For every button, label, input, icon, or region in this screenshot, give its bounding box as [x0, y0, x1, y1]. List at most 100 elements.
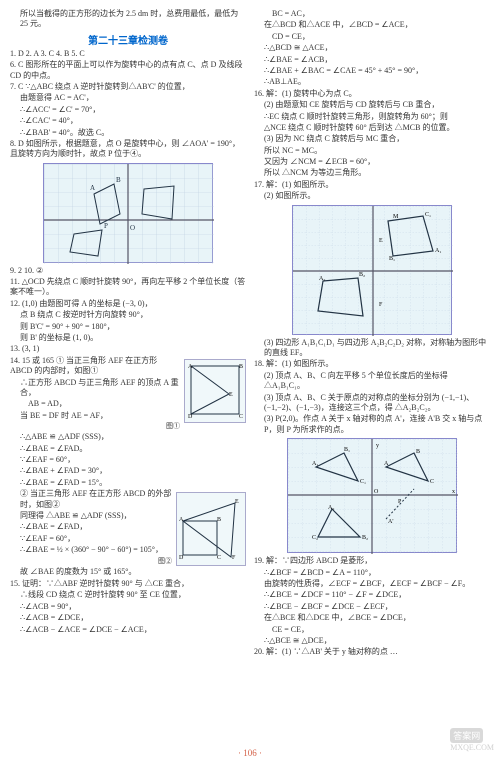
- svg-text:A₂: A₂: [328, 505, 334, 511]
- r15-line1: BC = AC，: [254, 9, 490, 19]
- svg-text:B: B: [239, 364, 243, 370]
- grid-svg-3: A B C A₁ B₁ C₁ A₂ B₂ C₂ P A' O x y: [288, 439, 458, 554]
- q8-text: 8. D 如图所示，根据题意，点 O 是旋转中心，则 ∠AOA' = 190°，…: [10, 139, 246, 160]
- q14-line15: 故 ∠BAE 的度数为 15° 或 165°。: [10, 567, 246, 577]
- q12-line1: 12. (1,0) 由题图可得 A 的坐标是 (−3, 0)，: [10, 299, 246, 309]
- q14-line9: ∴∠BAE = ∠FAD = 15°。: [10, 478, 246, 488]
- q18-line3: (3) 顶点 A、B、C 关于原点的对称点的坐标分别为 (−1,−1)、(−1,…: [254, 393, 490, 414]
- q1-answers: 1. D 2. A 3. C 4. B 5. C: [10, 49, 246, 59]
- q19-line3: 由旋转的性质得，∠ECF = ∠BCF，∠ECF = ∠BCF − ∠F。: [254, 579, 490, 589]
- q19-line7: CE = CE，: [254, 625, 490, 635]
- svg-text:C: C: [430, 479, 434, 485]
- fig2-svg: A B E F C D: [177, 493, 247, 567]
- q19-line4: ∴∠BCE = ∠DCF = 110° − ∠F = ∠DCE，: [254, 590, 490, 600]
- q17-line3: (3) 四边形 A₁B₁C₁D₁ 与四边形 A₂B₂C₂D₂ 对称，对称轴为图形…: [254, 338, 490, 359]
- q16-line1: 16. 解：(1) 旋转中心为点 C。: [254, 89, 490, 99]
- q7-line1: 7. C ∵△ABC 绕点 A 逆时针旋转到△AB'C' 的位置，: [10, 82, 246, 92]
- svg-text:D: D: [179, 555, 184, 561]
- q12-line3: 则 B'C' = 90° + 90° = 180°，: [10, 322, 246, 332]
- page-number: · 106 ·: [0, 748, 500, 758]
- q15-line2: ∴线段 CD 绕点 C 逆时针旋转 90° 至 CE 位置，: [10, 590, 246, 600]
- r15-line5: ∴∠BAE = ∠ACB，: [254, 55, 490, 65]
- grid-svg-1: O A B P: [44, 164, 214, 264]
- svg-text:B: B: [116, 176, 121, 184]
- q7-line3: ∴∠ACC' = ∠C' = 70°，: [10, 105, 246, 115]
- q12-line4: 则 B' 的坐标是 (1, 0)。: [10, 333, 246, 343]
- grid-diagram-q17: M C₁ A₁ B₁ A₂ B₂ E F: [292, 205, 452, 335]
- svg-text:B: B: [217, 517, 221, 523]
- svg-text:C₁: C₁: [360, 479, 366, 485]
- svg-text:C: C: [217, 555, 221, 561]
- q7-line2: 由题意得 AC = AC'，: [10, 93, 246, 103]
- q14-line6: ∴∠BAE = ∠FAD。: [10, 444, 246, 454]
- q17-line2: (2) 如图所示。: [254, 191, 490, 201]
- svg-text:C₁: C₁: [425, 212, 431, 218]
- watermark-top: 答案网: [450, 728, 483, 743]
- svg-text:E: E: [235, 499, 239, 505]
- svg-text:A: A: [188, 364, 193, 370]
- svg-text:A₂: A₂: [319, 276, 325, 282]
- main-columns: 所以当截得的正方形的边长为 2.5 dm 时，总费用最低，最低为 25 元。 第…: [10, 8, 490, 659]
- q13-text: 13. (3, 1): [10, 344, 246, 354]
- grid-diagram-q8: O A B P: [43, 163, 213, 263]
- q18-line2: (2) 顶点 A、B、C 向左平移 5 个单位长度后的坐标得 △A₁B₁C₁。: [254, 371, 490, 392]
- q19-line1: 19. 解：∵四边形 ABCD 是菱形，: [254, 556, 490, 566]
- q15-line4: ∴∠ACB = ∠DCE，: [10, 613, 246, 623]
- q19-line6: 在△BCE 和△DCE 中，∠BCE = ∠DCE，: [254, 613, 490, 623]
- q19-line8: ∴△BCE ≅ △DCE，: [254, 636, 490, 646]
- svg-text:A₁: A₁: [435, 248, 441, 254]
- svg-text:y: y: [376, 443, 379, 449]
- svg-text:A: A: [179, 517, 184, 523]
- r15-line2: 在△BCD 和△ACE 中，∠BCD = ∠ACE，: [254, 20, 490, 30]
- svg-text:O: O: [130, 224, 135, 232]
- r15-line6: ∴∠BAE + ∠BAC = ∠CAE = 45° + 45° = 90°，: [254, 66, 490, 76]
- grid-svg-2: M C₁ A₁ B₁ A₂ B₂ E F: [293, 206, 453, 336]
- svg-text:A₁: A₁: [312, 461, 318, 467]
- fig1-svg: A B C D E: [185, 360, 247, 424]
- q12-line2: 点 B 绕点 C 按逆时针方向旋转 90°，: [10, 310, 246, 320]
- svg-text:x: x: [452, 489, 455, 495]
- q14-line5: ∴△ABE ≌ △ADF (SSS)，: [10, 432, 246, 442]
- svg-text:A: A: [90, 184, 95, 192]
- r15-line4: ∴△BCD ≅ △ACE，: [254, 43, 490, 53]
- q14-line7: ∵∠EAF = 60°，: [10, 455, 246, 465]
- q19-line2: ∴∠BCF = ∠BCD = ∠A = 110°，: [254, 568, 490, 578]
- q17-line1: 17. 解：(1) 如图所示。: [254, 180, 490, 190]
- watermark: 答案网 MXQE.COM: [450, 728, 494, 752]
- watermark-bottom: MXQE.COM: [450, 743, 494, 752]
- svg-text:A: A: [384, 461, 389, 467]
- q16-line7: 又因为 ∠NCM = ∠ECB = 60°，: [254, 157, 490, 167]
- svg-text:C: C: [239, 414, 243, 420]
- svg-text:B₁: B₁: [344, 447, 350, 453]
- svg-text:F: F: [232, 555, 236, 561]
- svg-text:M: M: [393, 214, 399, 220]
- right-column: BC = AC， 在△BCD 和△ACE 中，∠BCD = ∠ACE， CD =…: [254, 8, 490, 659]
- q11-text: 11. △OCD 先绕点 C 顺时针旋转 90°，再向左平移 2 个单位长度（答…: [10, 277, 246, 298]
- svg-text:E: E: [229, 392, 233, 398]
- svg-text:P: P: [104, 222, 108, 230]
- q15-line5: ∴∠ACB − ∠ACE = ∠DCE − ∠ACE，: [10, 625, 246, 635]
- q16-line2: (2) 由题意知 CE 旋转后与 CD 旋转后与 CB 重合，: [254, 100, 490, 110]
- q16-line8: 所以 △NCM 为等边三角形。: [254, 168, 490, 178]
- q16-line4: △NCE 绕点 C 顺时针旋转 60° 后到达 △MCB 的位置。: [254, 123, 490, 133]
- r15-line7: ∴AB⊥AE。: [254, 77, 490, 87]
- q16-line6: 所以 NC = MC。: [254, 146, 490, 156]
- q9-q10: 9. 2 10. ②: [10, 266, 246, 276]
- svg-text:B: B: [416, 449, 420, 455]
- svg-text:B₂: B₂: [362, 535, 368, 541]
- q14-line8: ∴∠BAE + ∠FAD = 30°，: [10, 466, 246, 476]
- svg-text:B₂: B₂: [359, 272, 365, 278]
- q15-line1: 15. 证明：∵△ABF 逆时针旋转 90° 与 △CE 重合，: [10, 579, 246, 589]
- q20-text: 20. 解：(1) ∵△AB' 关于 y 轴对称的点 …: [254, 647, 490, 657]
- svg-text:O: O: [374, 489, 379, 495]
- q15-line3: ∴∠ACB = 90°，: [10, 602, 246, 612]
- chapter-title: 第二十三章检测卷: [10, 32, 246, 47]
- figure-1: A B C D E: [184, 359, 246, 423]
- top-note: 所以当截得的正方形的边长为 2.5 dm 时，总费用最低，最低为 25 元。: [10, 9, 246, 30]
- q6-text: 6. C 图形所在的平面上可以作为旋转中心的点有点 C、点 D 及线段 CD 的…: [10, 60, 246, 81]
- r15-line3: CD = CE，: [254, 32, 490, 42]
- q18-line1: 18. 解：(1) 如图所示。: [254, 359, 490, 369]
- q19-line5: ∴∠BCE − ∠BCF = ∠DCE − ∠ECF，: [254, 602, 490, 612]
- svg-text:C₂: C₂: [312, 535, 318, 541]
- q7-line4: ∴∠CAC' = 40°，: [10, 116, 246, 126]
